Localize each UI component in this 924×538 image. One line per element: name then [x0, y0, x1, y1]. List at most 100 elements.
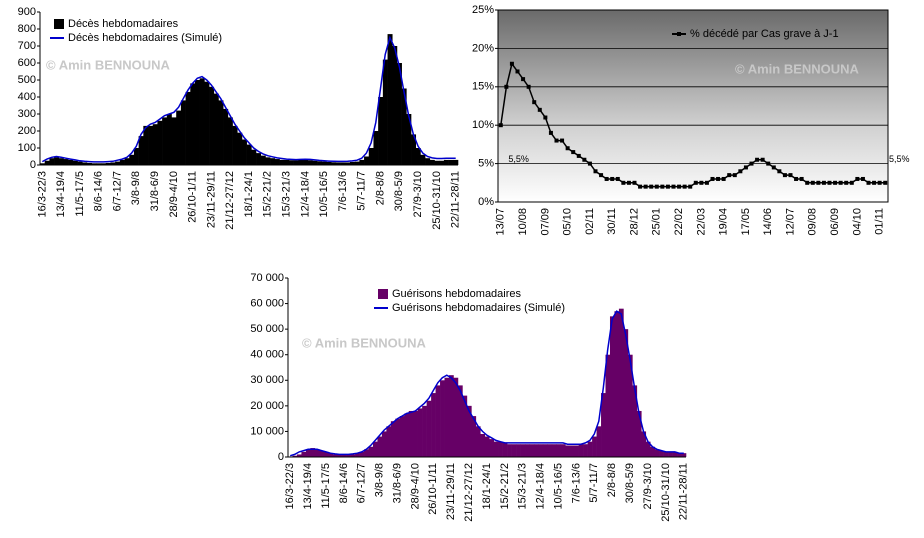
bar	[583, 444, 588, 457]
bar	[677, 453, 682, 457]
bar	[171, 117, 177, 165]
marker	[760, 157, 765, 162]
bar	[354, 161, 360, 165]
bar	[204, 81, 210, 165]
marker	[732, 173, 737, 178]
marker	[660, 184, 665, 189]
marker	[877, 180, 882, 185]
y-tick-label: 600	[18, 57, 36, 69]
bar	[133, 148, 139, 165]
marker	[805, 180, 810, 185]
bar	[232, 125, 238, 165]
bar	[396, 63, 402, 165]
x-tick-label: 23/11-29/11	[205, 171, 217, 228]
bar	[321, 161, 327, 165]
watermark: © Amin BENNOUNA	[46, 57, 171, 72]
marker	[699, 180, 704, 185]
x-tick-label: 11/5-17/5	[74, 171, 86, 217]
y-tick-label: 400	[18, 91, 36, 103]
bar	[176, 110, 182, 165]
marker	[838, 180, 843, 185]
bar	[378, 97, 384, 165]
bar	[650, 446, 655, 457]
bar	[359, 451, 365, 457]
x-tick-label: 31/8-6/9	[391, 463, 403, 503]
bar	[502, 442, 508, 457]
marker	[782, 173, 787, 178]
bar	[525, 444, 530, 457]
bar	[668, 451, 673, 457]
bar	[368, 446, 374, 457]
x-tick-label: 22/03	[695, 208, 707, 236]
bar	[556, 444, 562, 457]
bar	[466, 405, 472, 457]
x-tick-label: 22/02	[673, 208, 685, 236]
x-tick-label: 13/4-19/4	[55, 171, 67, 217]
x-tick-label: 05/10	[562, 208, 574, 236]
bar	[119, 159, 125, 165]
x-tick-label: 07/09	[539, 208, 551, 236]
marker	[743, 165, 748, 170]
bar	[623, 329, 629, 457]
bar	[49, 158, 55, 165]
marker	[704, 180, 709, 185]
marker	[498, 123, 503, 128]
x-tick-label: 26/10-1/11	[427, 463, 439, 515]
marker	[671, 184, 676, 189]
marker	[532, 100, 537, 105]
bar	[292, 455, 298, 457]
bar	[480, 433, 486, 457]
bar	[420, 154, 426, 165]
x-tick-label: 15/2-21/2	[499, 463, 511, 509]
x-tick-label: 25/10-31/10	[431, 171, 443, 230]
bar	[115, 161, 121, 165]
x-tick-label: 12/4-18/4	[535, 463, 547, 509]
bar	[256, 153, 262, 165]
bar	[364, 449, 369, 457]
marker	[626, 180, 631, 185]
bar	[601, 393, 606, 457]
bar	[82, 162, 88, 165]
marker	[593, 169, 598, 174]
marker	[504, 84, 509, 89]
bar	[507, 444, 512, 457]
bar	[340, 162, 346, 165]
bar	[373, 131, 379, 165]
bar	[392, 46, 398, 165]
x-tick-label: 06/09	[829, 208, 841, 236]
bar	[632, 385, 638, 457]
marker	[693, 180, 698, 185]
marker	[587, 161, 592, 166]
bar	[86, 162, 92, 165]
y-tick-label: 20%	[472, 42, 494, 54]
x-tick-label: 16/3-22/3	[36, 171, 48, 217]
legend-label: % décédé par Cas grave à J-1	[690, 28, 839, 40]
bar	[435, 385, 441, 457]
y-tick-label: 5%	[478, 158, 494, 170]
watermark: © Amin BENNOUNA	[735, 61, 860, 76]
bar	[415, 148, 421, 165]
bar	[345, 162, 351, 165]
marker	[716, 176, 721, 181]
y-tick-label: 200	[18, 125, 36, 137]
marker	[548, 130, 553, 135]
bar	[124, 158, 130, 165]
marker	[582, 157, 587, 162]
bar	[143, 125, 149, 165]
bar	[453, 377, 459, 457]
bar	[213, 93, 219, 165]
bar	[185, 91, 191, 165]
bar	[337, 454, 342, 457]
marker	[827, 180, 832, 185]
bar	[399, 416, 405, 457]
y-tick-label: 500	[18, 74, 36, 86]
bar	[417, 408, 423, 457]
bar	[614, 311, 620, 457]
bar	[547, 444, 553, 457]
marker	[615, 176, 620, 181]
y-tick-label: 30 000	[250, 374, 284, 386]
x-tick-label: 12/07	[784, 208, 796, 236]
x-tick-label: 5/7-11/7	[356, 171, 368, 211]
y-tick-label: 800	[18, 23, 36, 35]
marker	[777, 169, 782, 174]
